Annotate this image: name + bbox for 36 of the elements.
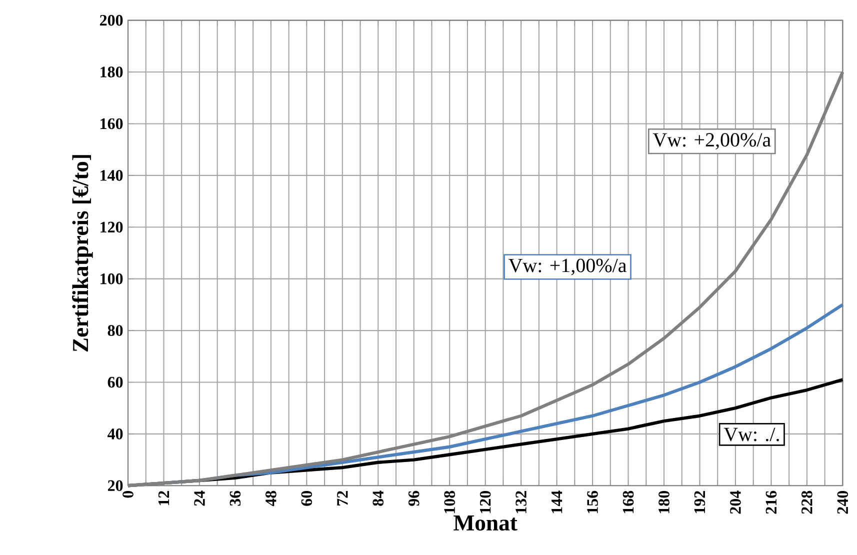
x-tick-label: 180 xyxy=(658,490,670,514)
x-tick-label: 156 xyxy=(587,490,598,514)
x-tick-label: 216 xyxy=(766,490,777,514)
x-tick-label: 48 xyxy=(266,490,276,506)
y-tick-label: 80 xyxy=(108,325,123,336)
x-axis-title: Monat xyxy=(454,516,518,531)
y-tick-label: 180 xyxy=(100,66,123,78)
x-tick-label: 84 xyxy=(372,490,384,506)
x-tick-label: 12 xyxy=(158,491,170,506)
y-tick-label: 40 xyxy=(108,428,123,440)
x-tick-label: 96 xyxy=(408,490,420,506)
x-tick-label: 240 xyxy=(837,490,848,514)
y-tick-label: 20 xyxy=(108,480,123,492)
y-tick-label: 100 xyxy=(100,273,123,284)
x-tick-label: 120 xyxy=(480,490,491,514)
x-tick-label: 0 xyxy=(122,490,134,498)
x-tick-label: 144 xyxy=(552,490,562,514)
x-tick-label: 60 xyxy=(301,490,312,506)
x-tick-label: 168 xyxy=(622,490,634,514)
y-tick-label: 160 xyxy=(100,118,123,130)
x-tick-label: 108 xyxy=(444,490,455,514)
y-axis-title: Zertifikatpreis [€/to] xyxy=(72,155,93,352)
x-tick-label: 192 xyxy=(694,491,706,514)
x-tick-label: 72 xyxy=(337,491,348,506)
series-label: Vw: +2,00%/a xyxy=(652,133,771,150)
x-tick-label: 204 xyxy=(730,490,741,514)
y-tick-label: 60 xyxy=(108,376,123,388)
series-label: Vw: ./. xyxy=(724,428,779,442)
x-tick-label: 24 xyxy=(194,490,205,506)
x-tick-label: 228 xyxy=(802,490,812,514)
y-tick-label: 200 xyxy=(100,14,123,26)
x-tick-label: 36 xyxy=(230,490,241,506)
y-tick-label: 120 xyxy=(100,222,123,233)
x-tick-label: 132 xyxy=(516,491,526,514)
y-tick-label: 140 xyxy=(100,170,123,181)
text: Vw: +1,00%/a xyxy=(508,258,626,276)
